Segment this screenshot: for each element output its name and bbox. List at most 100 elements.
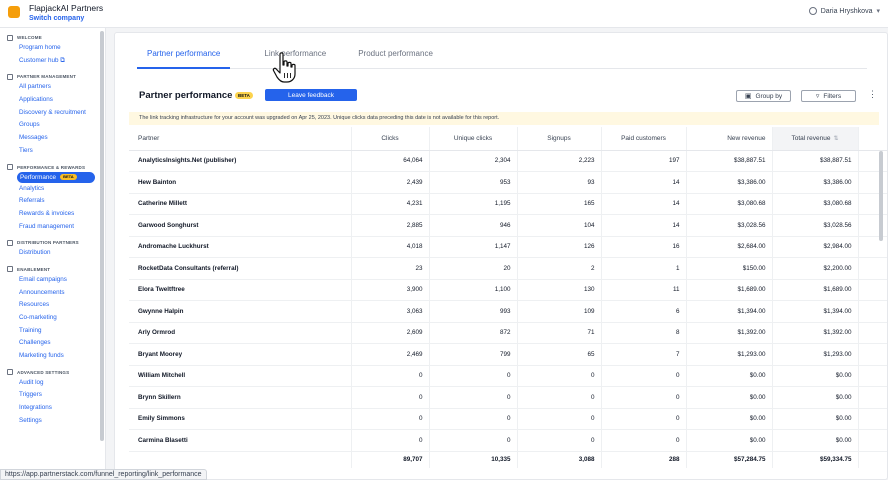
table-cell: 0 bbox=[351, 386, 430, 409]
partner-name-cell[interactable]: Brynn Skillern bbox=[129, 386, 352, 409]
sidebar-item[interactable]: Training bbox=[19, 325, 105, 338]
sidebar-item[interactable]: Settings bbox=[19, 415, 105, 428]
column-header[interactable]: Total revenue ⇅ bbox=[772, 127, 859, 151]
table-row[interactable]: AnalyticsInsights.Net (publisher) 64,064 2… bbox=[129, 150, 887, 172]
home-icon bbox=[7, 34, 13, 41]
sidebar-item[interactable]: Distribution bbox=[19, 247, 105, 260]
column-header[interactable]: Partner bbox=[129, 127, 352, 151]
filters-button[interactable]: ▿ Filters bbox=[801, 90, 856, 102]
sidebar-item[interactable]: Referrals bbox=[19, 195, 105, 208]
leave-feedback-button[interactable]: Leave feedback bbox=[265, 89, 357, 101]
table-row[interactable]: Elora Tweltftree 3,900 1,100 130 11 $1,689.00… bbox=[129, 279, 887, 301]
tab-partner-performance[interactable]: Partner performance bbox=[137, 33, 231, 69]
partner-name-cell[interactable]: Bryant Moorey bbox=[129, 343, 352, 366]
tab-link-performance[interactable]: Link performance bbox=[264, 49, 327, 58]
partner-name-cell[interactable]: RocketData Consultants (referral) bbox=[129, 257, 352, 280]
table-cell: 0 bbox=[601, 386, 687, 409]
group-by-button[interactable]: ▣ Group by bbox=[736, 90, 791, 102]
table-row[interactable]: Catherine Millett 4,231 1,195 165 14 $3,080.6… bbox=[129, 193, 887, 215]
sidebar-item[interactable]: Marketing funds bbox=[19, 350, 105, 363]
sidebar-item[interactable]: Tiers bbox=[19, 145, 105, 158]
switch-company-link[interactable]: Switch company bbox=[29, 15, 85, 22]
table-cell: 0 bbox=[517, 408, 602, 430]
table-row[interactable]: Hew Bainton 2,439 953 93 14 $3,386.00 $3,386.0… bbox=[129, 171, 887, 194]
table-cell: $1,394.00 bbox=[772, 300, 859, 323]
partner-name-cell[interactable]: William Mitchell bbox=[129, 365, 352, 387]
table-cell: 197 bbox=[601, 150, 687, 172]
table-cell: 3,063 bbox=[351, 300, 430, 323]
partner-performance-table: Partner Clicks Unique clicks Signups Paid cu… bbox=[129, 127, 887, 468]
sidebar-item[interactable]: Fraud management bbox=[19, 221, 105, 234]
partner-name-cell[interactable]: Elora Tweltftree bbox=[129, 279, 352, 301]
sidebar-item[interactable]: Analytics bbox=[19, 183, 105, 196]
partner-name-cell[interactable]: Andromache Luckhurst bbox=[129, 236, 352, 258]
sidebar-section: ENABLEMENT Email campaigns Announcements Re… bbox=[7, 265, 105, 363]
column-header[interactable]: Unique clicks bbox=[429, 127, 518, 151]
sidebar-item[interactable]: All partners bbox=[19, 81, 105, 94]
sidebar-item[interactable]: Co-marketing bbox=[19, 312, 105, 325]
company-logo-icon bbox=[8, 6, 20, 18]
table-cell: $0.00 bbox=[686, 429, 773, 452]
sidebar-item[interactable]: Performance BETA bbox=[17, 171, 95, 183]
sidebar-section-heading: PARTNER MANAGEMENT bbox=[7, 72, 105, 81]
column-header[interactable]: Signups bbox=[517, 127, 602, 151]
partner-name-cell[interactable]: Arly Ormrod bbox=[129, 322, 352, 344]
sidebar-item[interactable]: Resources bbox=[19, 299, 105, 312]
column-header[interactable]: Commissions bbox=[858, 127, 887, 151]
sidebar-item[interactable]: Audit log bbox=[19, 377, 105, 390]
table-row[interactable]: RocketData Consultants (referral) 23 20 2 1 $… bbox=[129, 257, 887, 280]
column-header[interactable]: Clicks bbox=[351, 127, 430, 151]
sidebar-item[interactable]: Email campaigns bbox=[19, 274, 105, 287]
user-menu[interactable]: Daria Hryshkova ▾ bbox=[808, 7, 880, 15]
sidebar-item[interactable]: Challenges bbox=[19, 337, 105, 350]
column-header-label: Clicks bbox=[381, 134, 399, 142]
sidebar-item[interactable]: Messages bbox=[19, 132, 105, 145]
table-cell: 0 bbox=[351, 429, 430, 452]
sidebar-scrollbar[interactable] bbox=[100, 31, 104, 441]
sidebar-item[interactable]: Applications bbox=[19, 94, 105, 107]
sidebar-item[interactable]: Triggers bbox=[19, 389, 105, 402]
sidebar-item[interactable]: Program home bbox=[19, 42, 105, 55]
sidebar-item[interactable]: Rewards & invoices bbox=[19, 208, 105, 221]
more-options-icon[interactable]: ⋮ bbox=[868, 89, 877, 99]
table-row[interactable]: Gwynne Halpin 3,063 993 109 6 $1,394.00 $1,394… bbox=[129, 300, 887, 323]
table-row[interactable]: Bryant Moorey 2,469 799 65 7 $1,293.00 $1,293.… bbox=[129, 343, 887, 366]
table-cell: 4,231 bbox=[351, 193, 430, 215]
sidebar-item[interactable]: Groups bbox=[19, 119, 105, 132]
column-header[interactable]: Paid customers bbox=[601, 127, 687, 151]
table-row[interactable]: Arly Ormrod 2,609 872 71 8 $1,392.00 $1,392.00… bbox=[129, 322, 887, 344]
sidebar-item[interactable]: Discovery & recruitment bbox=[19, 107, 105, 120]
table-cell: 0 bbox=[351, 408, 430, 430]
sidebar-section: WELCOME Program home Customer hub ⧉ bbox=[7, 33, 105, 67]
table-cell: 0 bbox=[429, 408, 518, 430]
sidebar-section-label: PERFORMANCE & REWARDS bbox=[17, 164, 86, 170]
sidebar-item-label: Announcements bbox=[19, 288, 65, 296]
sidebar-item[interactable]: Announcements bbox=[19, 287, 105, 300]
table-row[interactable]: Garwood Songhurst 2,885 946 104 14 $3,028.56 $… bbox=[129, 214, 887, 237]
partner-name-cell[interactable]: Carmina Blasetti bbox=[129, 429, 352, 452]
sidebar-item-label: Referrals bbox=[19, 197, 45, 205]
sidebar-item-label: Settings bbox=[19, 416, 42, 424]
column-header[interactable]: New revenue bbox=[686, 127, 773, 151]
sort-icon[interactable]: ⇅ bbox=[833, 135, 839, 142]
sidebar-item[interactable]: Integrations bbox=[19, 402, 105, 415]
sidebar-item[interactable]: Customer hub ⧉ bbox=[19, 55, 105, 68]
table-scrollbar[interactable] bbox=[879, 151, 883, 241]
table-row[interactable]: Andromache Luckhurst 4,018 1,147 126 16 $2,68… bbox=[129, 236, 887, 258]
table-cell: $830.00 bbox=[858, 257, 887, 280]
partner-name-cell[interactable]: Gwynne Halpin bbox=[129, 300, 352, 323]
table-cell: $6,925.86 bbox=[858, 150, 887, 172]
beta-badge: BETA bbox=[235, 92, 253, 99]
partner-name-cell[interactable]: Emily Simmons bbox=[129, 408, 352, 430]
partner-name-cell[interactable]: Garwood Songhurst bbox=[129, 214, 352, 237]
partner-name-cell[interactable]: AnalyticsInsights.Net (publisher) bbox=[129, 150, 352, 172]
sidebar-item-label: Analytics bbox=[19, 184, 45, 192]
table-cell: 0 bbox=[429, 429, 518, 452]
partner-name-cell[interactable]: Catherine Millett bbox=[129, 193, 352, 215]
partner-name-cell[interactable]: Hew Bainton bbox=[129, 171, 352, 194]
tab-product-performance[interactable]: Product performance bbox=[358, 49, 433, 58]
